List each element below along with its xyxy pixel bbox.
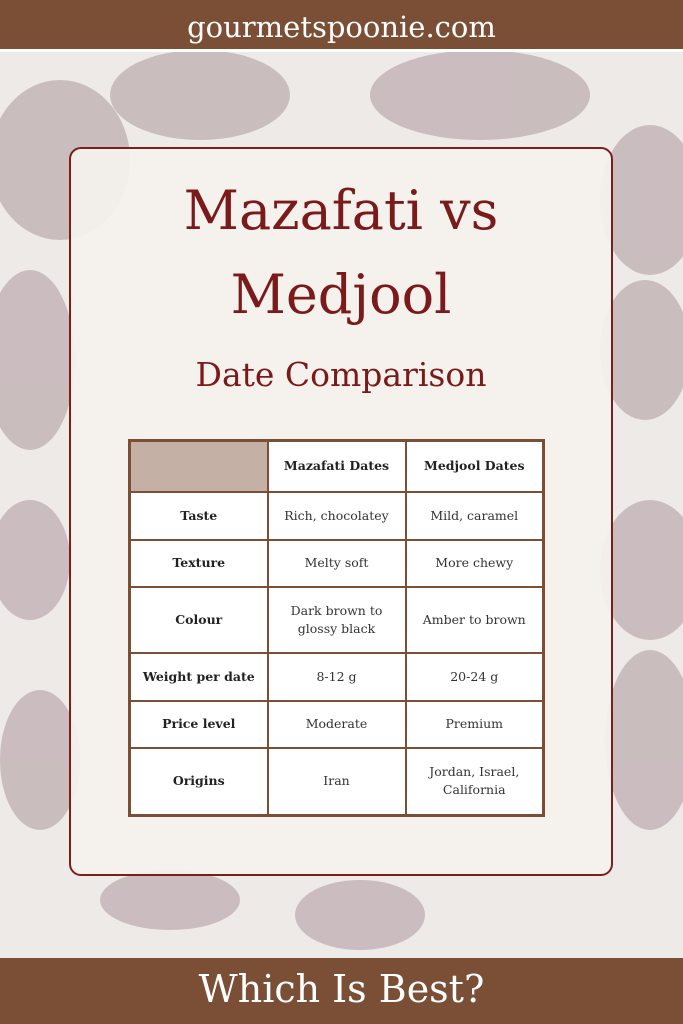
title-line: Mazafati vs [183, 179, 499, 242]
cell: More chewy [404, 538, 545, 588]
table-row: Texture Melty soft More chewy [128, 538, 545, 588]
cell: Premium [404, 699, 545, 749]
header-row: Mazafati Dates Medjool Dates [128, 439, 545, 493]
cell: Iran [266, 746, 407, 817]
column-header: Medjool Dates [404, 439, 545, 493]
cell: 8-12 g [266, 651, 407, 702]
cell: Mild, caramel [404, 490, 545, 541]
cell: Jordan, Israel, California [404, 746, 545, 817]
cell: 20-24 g [404, 651, 545, 702]
row-label: Taste [128, 490, 269, 541]
cell: Amber to brown [404, 585, 545, 654]
title-line: Medjool [230, 263, 452, 326]
subtitle: Date Comparison [195, 355, 487, 394]
row-label: Weight per date [128, 651, 269, 702]
table-row: Colour Dark brown to glossy black Amber to… [128, 585, 545, 654]
card: Mazafati vs Medjool Date Comparison Maza… [69, 147, 613, 876]
table-row: Taste Rich, chocolatey Mild, caramel [128, 490, 545, 541]
row-label: Colour [128, 585, 269, 654]
table-row: Weight per date 8-12 g 20-24 g [128, 651, 545, 702]
row-label: Texture [128, 538, 269, 588]
cell: Melty soft [266, 538, 407, 588]
row-label: Origins [128, 746, 269, 817]
row-label: Price level [128, 699, 269, 749]
footer-banner: Which Is Best? [0, 958, 683, 1024]
column-header: Mazafati Dates [266, 439, 407, 493]
corner-cell [128, 439, 269, 493]
site-banner: gourmetspoonie.com [0, 0, 683, 52]
cell: Moderate [266, 699, 407, 749]
table-row: Origins Iran Jordan, Israel, California [128, 746, 545, 817]
comparison-table: Mazafati Dates Medjool Dates Taste Rich, ch… [128, 439, 545, 817]
table-row: Price level Moderate Premium [128, 699, 545, 749]
cell: Rich, chocolatey [266, 490, 407, 541]
cell: Dark brown to glossy black [266, 585, 407, 654]
